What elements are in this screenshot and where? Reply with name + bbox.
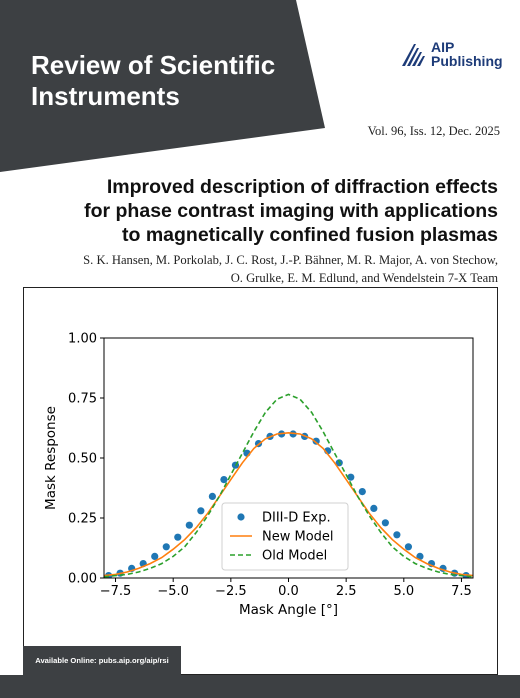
- x-tick-label: −7.5: [100, 584, 132, 599]
- data-point-diii-d-exp: [151, 552, 159, 560]
- plot-frame: [103, 337, 474, 579]
- data-point-diii-d-exp: [220, 476, 228, 484]
- y-tick-label: 0.75: [68, 392, 97, 407]
- author-list: S. K. Hansen, M. Porkolab, J. C. Rost, J…: [83, 253, 498, 285]
- data-point-diii-d-exp: [393, 531, 401, 539]
- x-tick-label: 0.0: [278, 584, 299, 599]
- data-point-diii-d-exp: [370, 504, 378, 512]
- y-tick-label: 1.00: [68, 332, 97, 347]
- data-point-diii-d-exp: [347, 473, 355, 481]
- mask-response-chart: −7.5 −5.0 −2.5 0.0 2.5 5.0 7.5 0.00 0.25 0.50 0.75…: [43, 332, 474, 618]
- data-point-diii-d-exp: [185, 521, 193, 529]
- x-axis-label: Mask Angle [°]: [239, 602, 338, 618]
- legend-label: New Model: [262, 530, 334, 545]
- series-line-new-model: [104, 431, 473, 577]
- publisher-logo: AIP Publishing: [400, 40, 503, 68]
- y-tick-label: 0.00: [68, 572, 97, 587]
- issue-info: Vol. 96, Iss. 12, Dec. 2025: [367, 124, 500, 138]
- online-availability-badge[interactable]: Available Online: pubs.aip.org/aip/rsi: [23, 646, 181, 675]
- article-title: Improved description of diffraction effe…: [84, 176, 498, 246]
- data-point-diii-d-exp: [381, 519, 389, 527]
- legend-box: [221, 502, 349, 571]
- aip-stripes-logo-icon: [402, 44, 425, 66]
- data-point-diii-d-exp: [162, 543, 170, 551]
- figure-frame: −7.5 −5.0 −2.5 0.0 2.5 5.0 7.5 0.00 0.25 0.50 0.75…: [23, 287, 498, 675]
- y-tick-label: 0.50: [68, 452, 97, 467]
- plot-area: [104, 393, 473, 578]
- y-tick-label: 0.25: [68, 512, 97, 527]
- data-point-diii-d-exp: [404, 543, 413, 551]
- data-point-diii-d-exp: [174, 533, 182, 541]
- legend-label: Old Model: [262, 549, 327, 564]
- series-line-old-model: [104, 393, 473, 578]
- x-tick-label: −5.0: [157, 584, 189, 599]
- publisher-name: AIP Publishing: [431, 39, 503, 69]
- legend-marker: [237, 513, 245, 521]
- footer-bar: [0, 675, 520, 698]
- x-tick-label: 7.5: [451, 584, 472, 599]
- y-axis-label: Mask Response: [43, 406, 59, 510]
- journal-title: Review of Scientific Instruments: [31, 50, 276, 111]
- data-point-diii-d-exp: [197, 507, 205, 515]
- data-point-diii-d-exp: [358, 488, 366, 496]
- x-tick-label: 2.5: [336, 584, 357, 599]
- data-point-diii-d-exp: [312, 437, 320, 445]
- x-tick-label: −2.5: [215, 584, 247, 599]
- x-tick-label: 5.0: [393, 584, 414, 599]
- legend-label: DIII-D Exp.: [262, 511, 331, 526]
- header-banner: [0, 0, 325, 172]
- data-point-diii-d-exp: [208, 492, 216, 500]
